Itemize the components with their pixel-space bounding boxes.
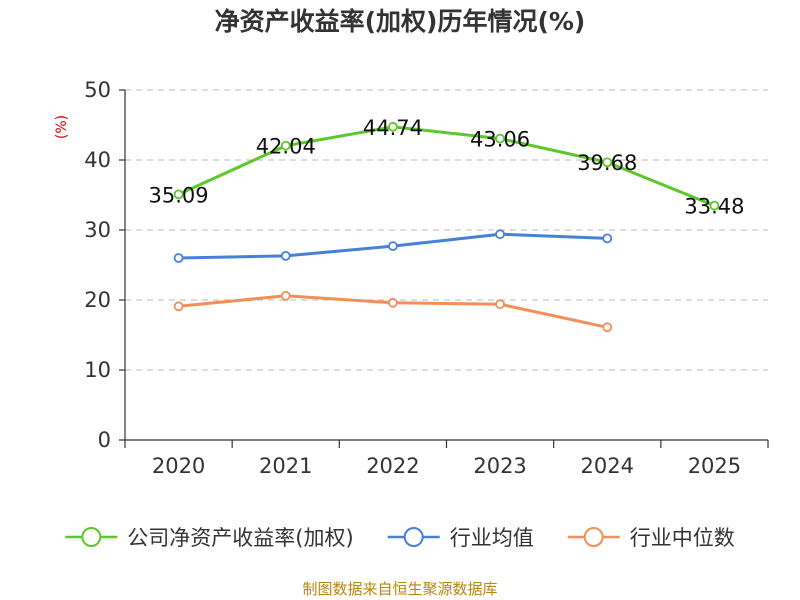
data-point[interactable] [495,229,505,240]
data-point[interactable] [280,140,291,151]
x-tick-label: 2023 [473,454,526,478]
legend-swatch-marker [81,527,102,547]
data-point[interactable] [495,133,505,144]
x-tick-label: 2020 [152,454,205,478]
y-tick-label: 40 [84,148,111,172]
data-point[interactable] [173,301,184,312]
data-label: 35.09 [149,183,209,207]
y-tick-label: 0 [98,428,111,452]
source-note: 制图数据来自恒生聚源数据库 [302,580,497,598]
data-label: 33.48 [684,195,744,219]
grid-lines [125,89,768,371]
series-group [173,121,720,333]
x-tick-label: 2024 [581,454,634,478]
chart-title: 净资产收益率(加权)历年情况(%) [215,7,586,36]
data-point[interactable] [602,322,613,333]
legend-item-1[interactable]: 行业均值 [387,526,534,550]
data-point[interactable] [388,241,398,252]
x-tick-label: 2025 [688,454,741,478]
y-axis-label: (%) [54,115,70,139]
data-label: 39.68 [577,151,637,175]
legend-item-0[interactable]: 公司净资产收益率(加权) [65,526,354,550]
data-label: 44.74 [363,116,423,140]
data-point[interactable] [388,121,398,132]
data-point[interactable] [602,157,613,168]
legend-label: 行业均值 [450,526,534,550]
data-point[interactable] [173,253,184,263]
series-0 [173,121,720,211]
data-label: 43.06 [470,128,530,152]
series-line [177,125,715,208]
legend-swatch-marker [403,527,424,547]
legend-label: 行业中位数 [630,526,735,550]
axes: 0 10 20 30 40 50 2020 2021 2022 2023 2024 2025 [84,78,769,478]
data-point[interactable] [388,297,398,308]
data-point[interactable] [602,233,613,244]
series-1 [173,229,613,263]
x-tick-label: 2021 [259,454,312,478]
y-tick-label: 20 [84,288,111,312]
x-tick-label: 2022 [366,454,419,478]
data-point[interactable] [280,290,291,301]
data-point[interactable] [280,250,291,261]
data-point[interactable] [709,200,720,211]
legend-swatch-marker [583,527,604,547]
data-point[interactable] [495,299,505,310]
legend-item-2[interactable]: 行业中位数 [567,526,735,550]
y-tick-label: 30 [84,218,111,242]
legend-label: 公司净资产收益率(加权) [127,526,353,550]
y-tick-label: 10 [84,358,111,382]
y-tick-label: 50 [84,78,111,102]
data-point[interactable] [173,189,184,200]
data-label: 42.04 [256,135,316,159]
series-2 [173,290,613,333]
legend[interactable]: 公司净资产收益率(加权) 行业均值 行业中位数 [65,526,735,550]
data-labels: 35.09 42.04 44.74 43.06 39.68 33.48 [149,116,745,219]
